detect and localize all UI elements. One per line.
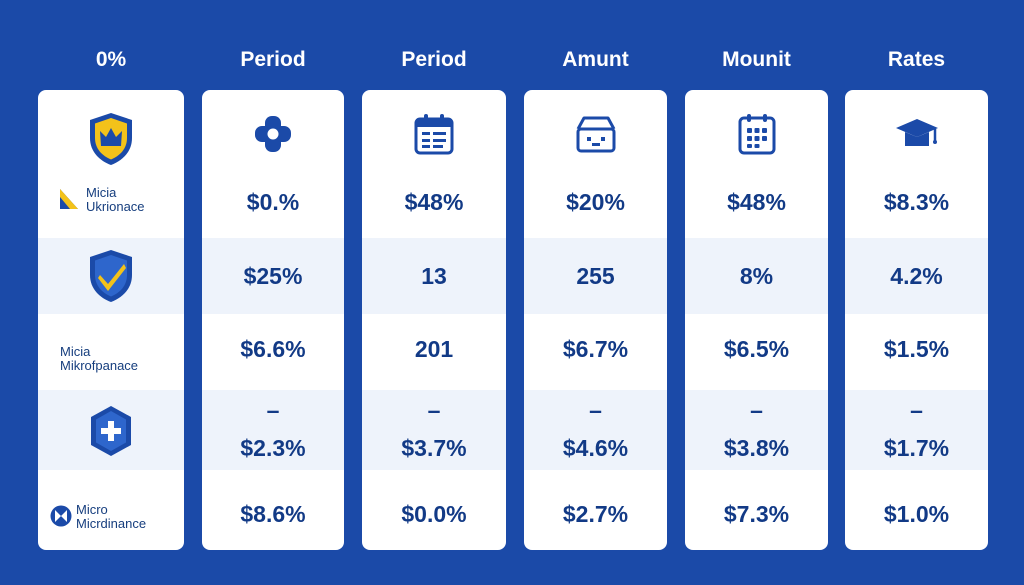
cross-hexagon-icon xyxy=(86,402,136,460)
cell-value: 4.2% xyxy=(890,263,943,289)
brand-circle-mark-icon xyxy=(50,505,72,527)
row-band xyxy=(202,390,344,470)
cell-value: 201 xyxy=(414,336,454,362)
cell-value: $25% xyxy=(243,263,303,289)
row-band xyxy=(362,390,506,470)
cell-value: – xyxy=(750,397,763,423)
column-headers: 0% Period Period Amunt Mounit Rates xyxy=(0,44,1024,76)
brand-name-line2: Mikrofpanace xyxy=(60,358,139,373)
data-card-col-1: $0.% $25% $6.6% – $2.3% $8.6% xyxy=(202,90,344,550)
header-col-3: Amunt xyxy=(562,48,629,71)
cell-value: $48% xyxy=(404,189,464,215)
cell-value: $8.3% xyxy=(883,189,950,215)
cell-value: $2.3% xyxy=(240,435,306,461)
row-band xyxy=(685,238,828,314)
cell-value: $6.7% xyxy=(562,336,629,362)
row-band xyxy=(524,238,667,314)
cell-value: $0.0% xyxy=(401,501,467,527)
provider-card: Micia Ukrionace Micia Mikrofpanace Micro xyxy=(38,90,184,550)
header-col-2: Period xyxy=(401,48,467,71)
row-band xyxy=(202,238,344,314)
header-col-4: Mounit xyxy=(722,48,791,71)
cell-value: 255 xyxy=(576,263,615,289)
brand-mikrofpanace: Micia Mikrofpanace xyxy=(38,342,184,378)
brand-micrdinance: Micro Micrdinance xyxy=(38,500,184,536)
data-card-col-4: $48% 8% $6.5% – $3.8% $7.3% xyxy=(685,90,828,550)
row-band xyxy=(845,390,988,470)
data-card-col-3: $20% 255 $6.7% – $4.6% $2.7% xyxy=(524,90,667,550)
brand-flag-mark-icon xyxy=(60,189,78,209)
calendar-icon xyxy=(410,110,458,158)
brand-ukrionace: Micia Ukrionace xyxy=(38,183,184,219)
row-band xyxy=(362,238,506,314)
cell-value: $1.5% xyxy=(883,336,950,362)
cell-value: – xyxy=(910,397,923,423)
calendar-grid-icon xyxy=(733,110,781,158)
cell-value: $8.6% xyxy=(240,501,306,527)
cell-value: $20% xyxy=(566,189,625,215)
cell-value: $4.6% xyxy=(562,435,629,461)
cell-value: $6.5% xyxy=(723,336,790,362)
brand-name-line1: Micro xyxy=(76,502,108,517)
header-col-0: 0% xyxy=(95,48,127,71)
header-col-1: Period xyxy=(240,48,306,71)
graduation-cap-icon xyxy=(893,110,941,158)
cell-value: – xyxy=(427,397,441,423)
house-icon xyxy=(572,110,620,158)
cell-value: $3.8% xyxy=(723,435,790,461)
cell-value: 8% xyxy=(739,263,774,289)
cell-value: – xyxy=(266,397,280,423)
cell-value: – xyxy=(589,397,602,423)
cell-value: $0.% xyxy=(246,189,300,215)
medical-cross-icon xyxy=(249,110,297,158)
cell-value: $48% xyxy=(727,189,786,215)
brand-name-line2: Micrdinance xyxy=(76,516,147,531)
data-card-col-2: $48% 13 201 – $3.7% $0.0% xyxy=(362,90,506,550)
cell-value: $1.7% xyxy=(883,435,950,461)
brand-name-line1: Micia xyxy=(86,185,117,200)
header-col-5: Rates xyxy=(887,48,946,71)
cell-value: $2.7% xyxy=(562,501,629,527)
check-shield-icon xyxy=(86,247,136,305)
row-band xyxy=(524,390,667,470)
cell-value: $1.0% xyxy=(883,501,950,527)
cell-value: $6.6% xyxy=(240,336,306,362)
cell-value: $3.7% xyxy=(401,435,467,461)
row-band xyxy=(845,238,988,314)
row-band xyxy=(685,390,828,470)
cell-value: $7.3% xyxy=(723,501,790,527)
brand-name-line2: Ukrionace xyxy=(86,199,145,214)
brand-name-line1: Micia xyxy=(60,344,91,359)
crown-shield-icon xyxy=(86,110,136,168)
data-card-col-5: $8.3% 4.2% $1.5% – $1.7% $1.0% xyxy=(845,90,988,550)
cell-value: 13 xyxy=(421,263,447,289)
